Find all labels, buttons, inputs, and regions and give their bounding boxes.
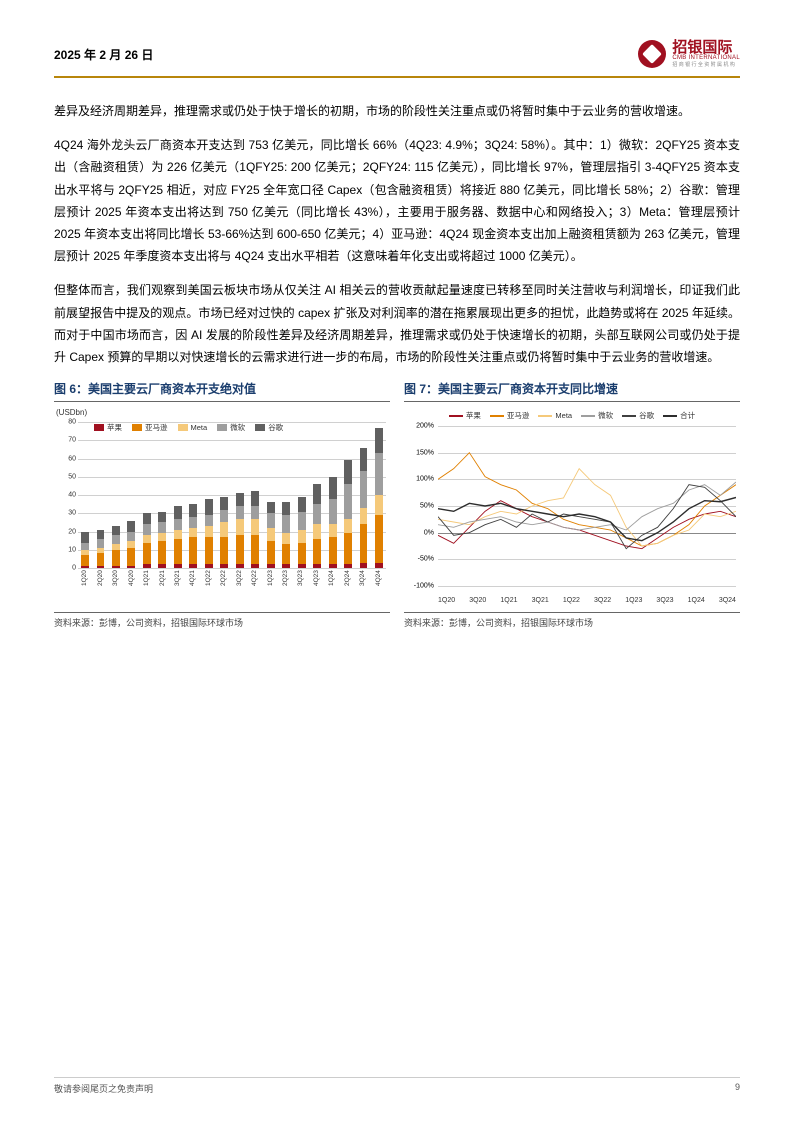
footer-page-number: 9 (735, 1082, 740, 1095)
chart7-title: 图 7：美国主要云厂商资本开支同比增速 (404, 380, 740, 402)
paragraph-2: 4Q24 海外龙头云厂商资本开支达到 753 亿美元，同比增长 66%（4Q23… (54, 134, 740, 267)
chart6-y-unit: (USDbn) (56, 408, 87, 417)
chart7-xlabels: 1Q203Q201Q213Q211Q223Q221Q233Q231Q243Q24 (438, 597, 736, 604)
chart7-plot: -100%-50%0%50%100%150%200% (438, 426, 736, 586)
chart6-box: 图 6：美国主要云厂商资本开支绝对值 (USDbn) 苹果亚马逊Meta微软谷歌… (54, 380, 390, 629)
footer-disclaimer: 敬请参阅尾页之免责声明 (54, 1082, 153, 1095)
logo-sub: 招 商 银 行 全 资 附 属 机 构 (672, 63, 740, 68)
chart7-source: 资料来源：彭博，公司资料，招银国际环球市场 (404, 612, 740, 629)
logo-text: 招银国际 CMB INTERNATIONAL 招 商 银 行 全 资 附 属 机… (672, 40, 740, 68)
chart7-legend: 苹果亚马逊Meta微软谷歌合计 (410, 410, 734, 421)
page-footer: 敬请参阅尾页之免责声明 9 (54, 1077, 740, 1095)
chart6-canvas: (USDbn) 苹果亚马逊Meta微软谷歌 01020304050607080 … (54, 408, 390, 608)
chart7-canvas: 苹果亚马逊Meta微软谷歌合计 -100%-50%0%50%100%150%20… (404, 408, 740, 608)
logo-cn: 招银国际 (672, 40, 740, 55)
chart6-bars (78, 422, 386, 568)
page-header: 2025 年 2 月 26 日 招银国际 CMB INTERNATIONAL 招… (54, 40, 740, 78)
chart6-title: 图 6：美国主要云厂商资本开支绝对值 (54, 380, 390, 402)
chart6-source: 资料来源：彭博，公司资料，招银国际环球市场 (54, 612, 390, 629)
chart6-plot: 01020304050607080 (78, 422, 386, 568)
report-date: 2025 年 2 月 26 日 (54, 46, 153, 63)
chart7-box: 图 7：美国主要云厂商资本开支同比增速 苹果亚马逊Meta微软谷歌合计 -100… (404, 380, 740, 629)
paragraph-1: 差异及经济周期差异，推理需求或仍处于快于增长的初期，市场的阶段性关注重点或仍将暂… (54, 100, 740, 122)
paragraph-3: 但整体而言，我们观察到美国云板块市场从仅关注 AI 相关云的营收贡献起量速度已转… (54, 279, 740, 368)
chart6-xlabels: 1Q202Q203Q204Q201Q212Q213Q214Q211Q222Q22… (78, 570, 386, 608)
brand-logo: 招银国际 CMB INTERNATIONAL 招 商 银 行 全 资 附 属 机… (638, 40, 740, 68)
charts-row: 图 6：美国主要云厂商资本开支绝对值 (USDbn) 苹果亚马逊Meta微软谷歌… (54, 380, 740, 629)
logo-en: CMB INTERNATIONAL (672, 55, 740, 61)
logo-mark-icon (638, 40, 666, 68)
